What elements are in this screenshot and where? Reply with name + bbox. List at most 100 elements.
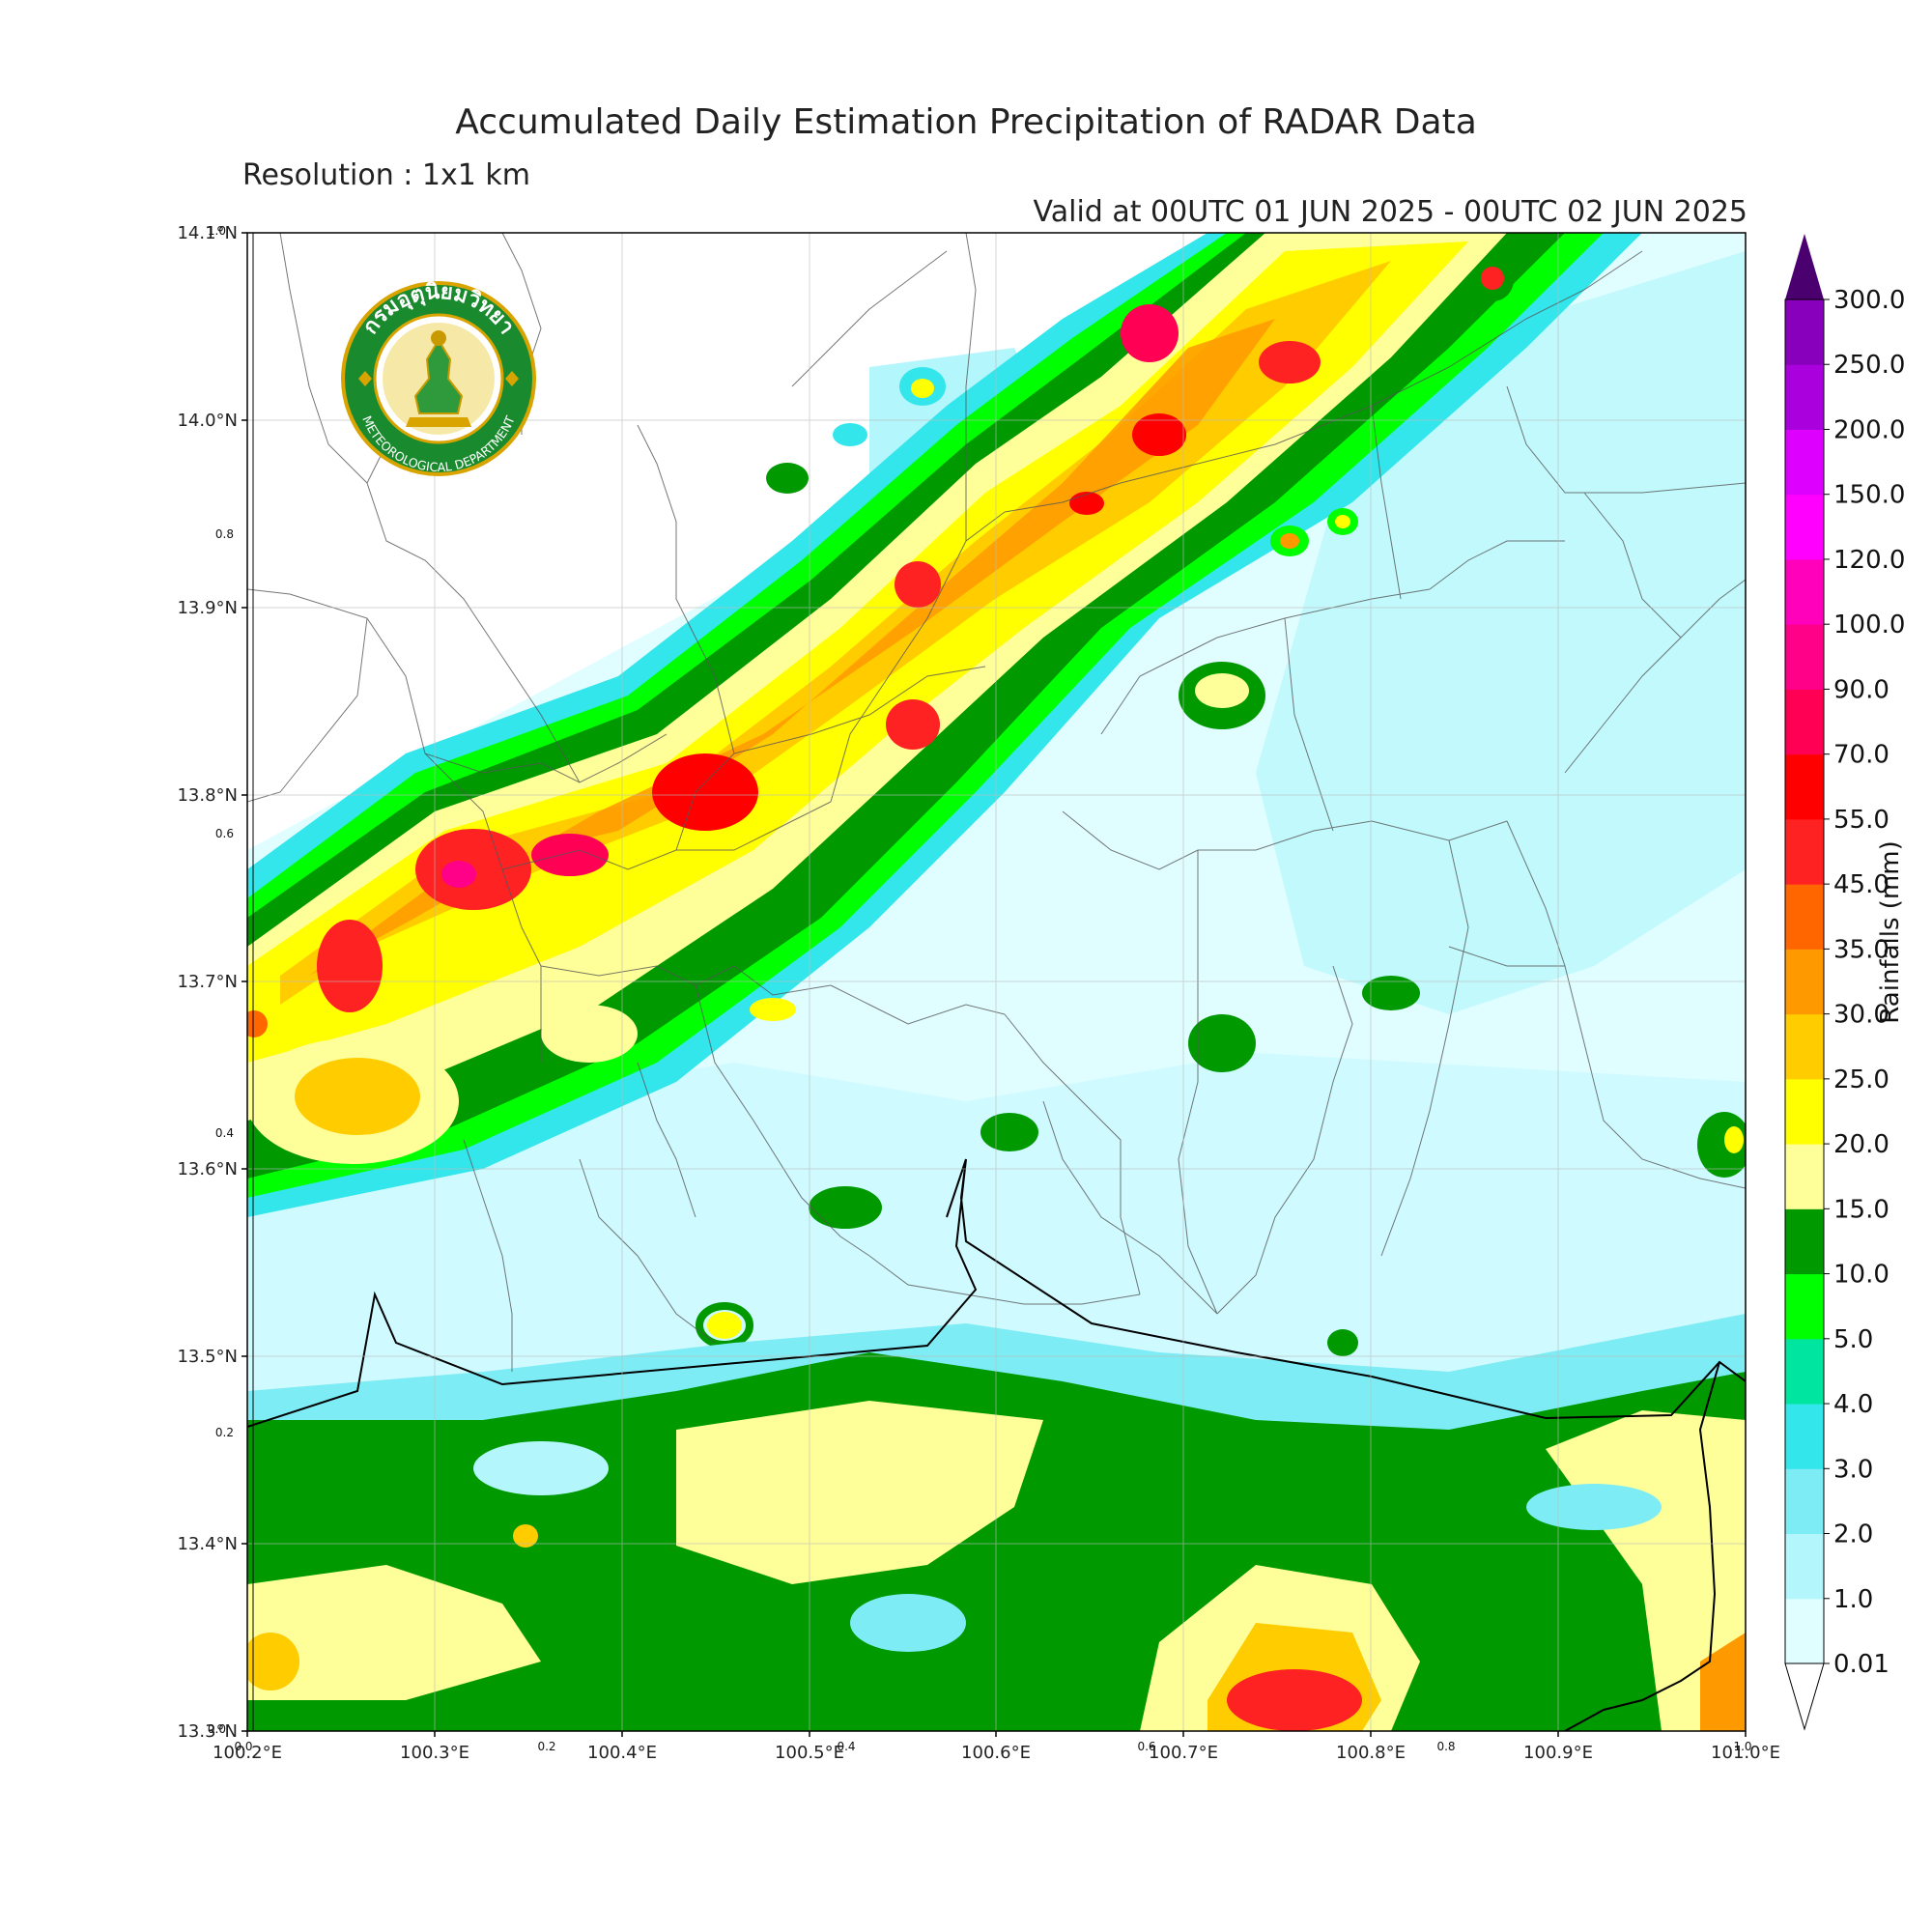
rain-core-2-center bbox=[441, 861, 476, 888]
corner-label: 0.0 bbox=[234, 1740, 252, 1753]
rain-core-9 bbox=[1121, 304, 1179, 362]
colorbar-segment bbox=[1785, 299, 1824, 365]
band-orange bbox=[309, 319, 1275, 976]
colorbar-level-label: 0.01 bbox=[1833, 1650, 1889, 1679]
south-band-yellow-2 bbox=[247, 1565, 541, 1700]
colorbar-segment bbox=[1785, 1598, 1824, 1664]
colorbar-level-label: 3.0 bbox=[1833, 1455, 1873, 1484]
colorbar-title: Rainfalls (mm) bbox=[1876, 840, 1905, 1023]
lon-tick-label: 100.5°E bbox=[775, 1743, 844, 1763]
cell-12 bbox=[750, 998, 796, 1021]
map-panel: 14.1°N 14.0°N 13.9°N 13.8°N 13.7°N 13.6°… bbox=[177, 223, 1780, 1763]
colorbar-segment bbox=[1785, 1273, 1824, 1340]
lat-tick-label: 13.7°N bbox=[177, 972, 238, 992]
colorbar-level-label: 120.0 bbox=[1833, 546, 1905, 575]
diamond-right-icon bbox=[505, 371, 519, 386]
colorbar-level-label: 55.0 bbox=[1833, 806, 1889, 835]
cell-7-core bbox=[1481, 267, 1504, 290]
colorbar-extend-top bbox=[1785, 234, 1824, 299]
colorbar-segment bbox=[1785, 689, 1824, 755]
colorbar-segment bbox=[1785, 364, 1824, 430]
colorbar-level-label: 100.0 bbox=[1833, 611, 1905, 639]
rain-core-10 bbox=[1259, 341, 1321, 384]
cell-14 bbox=[1327, 1329, 1358, 1356]
diamond-left-icon bbox=[358, 371, 372, 386]
colorbar-segment bbox=[1785, 494, 1824, 560]
lat-labels: 14.1°N 14.0°N 13.9°N 13.8°N 13.7°N 13.6°… bbox=[177, 223, 238, 1742]
colorbar: 0.01 1.0 2.0 3.0 4.0 5.0 10.0 15.0 20.0 25.0 30.0 3… bbox=[1784, 234, 1905, 1731]
colorbar-level-label: 20.0 bbox=[1833, 1130, 1889, 1159]
cell-15 bbox=[707, 1312, 742, 1339]
frac-tick-label: 0.2 bbox=[537, 1740, 555, 1753]
rain-core-11 bbox=[247, 1010, 268, 1037]
lon-tick-label: 100.4°E bbox=[587, 1743, 657, 1763]
cell-3 bbox=[766, 463, 809, 494]
cell-5-core bbox=[1280, 533, 1299, 549]
colorbar-segment bbox=[1785, 1208, 1824, 1275]
cell-11 bbox=[809, 1186, 882, 1229]
lat-tick-label: 13.4°N bbox=[177, 1534, 238, 1554]
colorbar-level-label: 4.0 bbox=[1833, 1390, 1873, 1419]
colorbar-segment bbox=[1785, 1404, 1824, 1469]
colorbar-segment bbox=[1785, 1533, 1824, 1600]
lon-tick-label: 100.7°E bbox=[1149, 1743, 1218, 1763]
colorbar-segment bbox=[1785, 818, 1824, 885]
frac-tick-label: 0.8 bbox=[1436, 1740, 1455, 1753]
lat-tick-label: 14.1°N bbox=[177, 223, 238, 243]
rain-core-4 bbox=[652, 753, 758, 831]
frac-tick-label: 0.6 bbox=[1137, 1740, 1155, 1753]
cell-8 bbox=[1188, 1014, 1256, 1072]
colorbar-level-label: 1.0 bbox=[1833, 1585, 1873, 1614]
corner-label: 1.0 bbox=[1733, 1740, 1751, 1753]
colorbar-level-label: 15.0 bbox=[1833, 1195, 1889, 1224]
frac-tick-label: 0.8 bbox=[215, 527, 234, 541]
colorbar-level-label: 70.0 bbox=[1833, 741, 1889, 770]
rain-core-3 bbox=[531, 834, 609, 876]
colorbar-segment bbox=[1785, 949, 1824, 1015]
corner-label: 1.0 bbox=[208, 224, 226, 238]
cell-2 bbox=[833, 423, 867, 446]
gridlines bbox=[247, 233, 1746, 1731]
cell-south-1-core bbox=[513, 1524, 538, 1548]
lat-tick-label: 13.5°N bbox=[177, 1347, 238, 1367]
colorbar-level-label: 30.0 bbox=[1833, 1001, 1889, 1030]
south-cyan-spot-3 bbox=[1526, 1484, 1662, 1530]
colorbar-level-label: 90.0 bbox=[1833, 675, 1889, 704]
axis-ticks bbox=[242, 232, 1747, 1737]
colorbar-level-label: 5.0 bbox=[1833, 1325, 1873, 1354]
colorbar-segment bbox=[1785, 1338, 1824, 1405]
lat-tick-label: 13.9°N bbox=[177, 598, 238, 618]
lon-tick-label: 100.2°E bbox=[213, 1743, 282, 1763]
valid-time-label: Valid at 00UTC 01 JUN 2025 - 00UTC 02 JU… bbox=[1033, 195, 1747, 229]
cell-9 bbox=[1362, 976, 1420, 1010]
colorbar-segment bbox=[1785, 1078, 1824, 1145]
south-cyan-spot-1 bbox=[850, 1594, 966, 1652]
colorbar-level-label: 2.0 bbox=[1833, 1520, 1873, 1549]
colorbar-segment bbox=[1785, 1013, 1824, 1080]
colorbar-segment bbox=[1785, 558, 1824, 625]
cell-10 bbox=[980, 1113, 1038, 1151]
colorbar-outline bbox=[1784, 298, 1825, 1664]
colorbar-segment bbox=[1785, 624, 1824, 690]
frac-tick-label: 0.4 bbox=[215, 1126, 234, 1140]
lon-tick-label: 100.6°E bbox=[961, 1743, 1031, 1763]
south-core bbox=[1227, 1669, 1362, 1731]
tmd-logo: กรมอุตุนิยมวิทยา METEOROLOGICAL DEPARTME… bbox=[341, 280, 536, 476]
colorbar-level-label: 300.0 bbox=[1833, 286, 1905, 315]
cell-13 bbox=[1697, 1112, 1746, 1178]
frac-tick-label: 0.2 bbox=[215, 1426, 234, 1439]
lon-tick-label: 101.0°E bbox=[1711, 1743, 1780, 1763]
south-sw-core bbox=[247, 1633, 299, 1690]
frac-tick-label: 0.6 bbox=[215, 827, 234, 840]
colorbar-level-label: 150.0 bbox=[1833, 481, 1905, 510]
colorbar-segment bbox=[1785, 884, 1824, 950]
deity-figure bbox=[413, 338, 464, 414]
cell-13-core bbox=[1724, 1126, 1744, 1153]
south-cyan-spot-2 bbox=[473, 1441, 609, 1495]
frac-tick-label: 0.4 bbox=[837, 1740, 855, 1753]
rain-core-5 bbox=[886, 699, 940, 750]
lat-tick-label: 13.8°N bbox=[177, 785, 238, 806]
cell-4-inner bbox=[1195, 673, 1249, 708]
rain-core-1 bbox=[317, 920, 383, 1012]
colorbar-level-label: 35.0 bbox=[1833, 935, 1889, 964]
